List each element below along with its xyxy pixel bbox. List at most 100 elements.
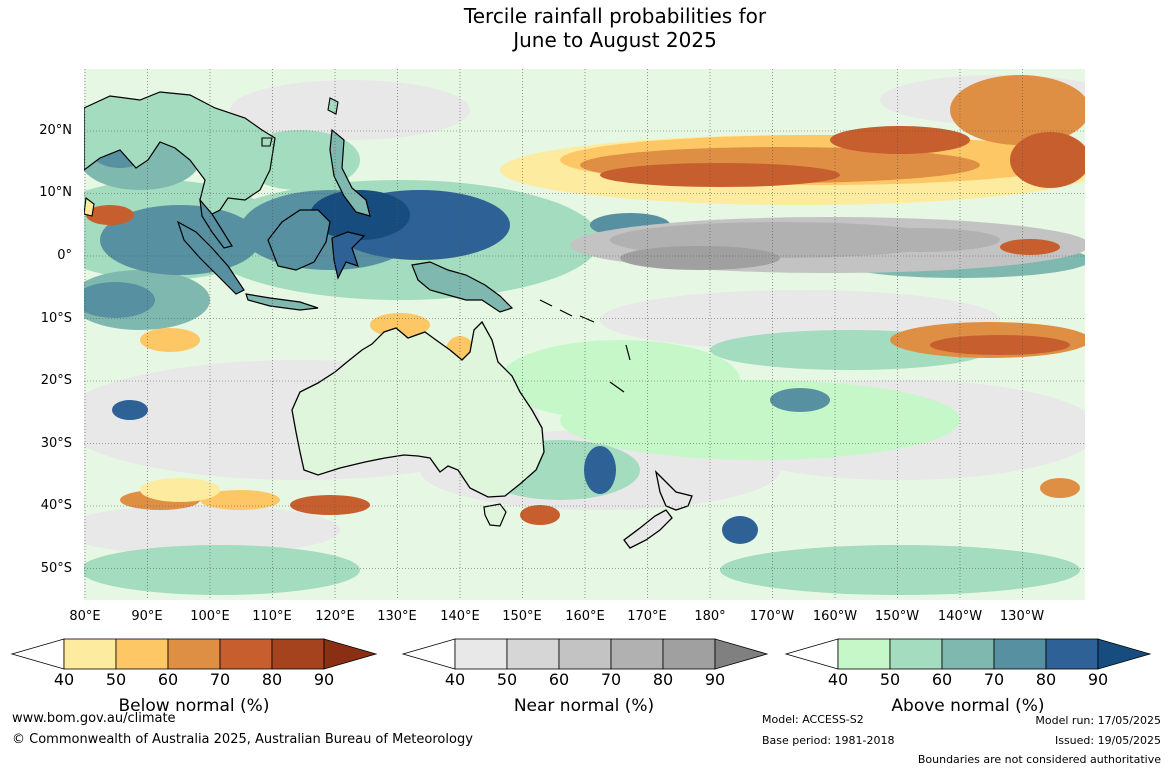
lat-label-30s: 30°S [40, 436, 72, 451]
above-tick-60: 60 [931, 670, 953, 689]
sumatra [176, 220, 245, 295]
vanuatu [625, 344, 631, 361]
sri-lanka [84, 196, 95, 217]
philippines [329, 128, 371, 217]
near-colorbar-color-step [662, 638, 716, 670]
lon-label-170e: 170°E [627, 609, 667, 624]
near-normal-area [230, 80, 470, 140]
map-field [84, 69, 1085, 600]
lon-label-110e: 110°E [252, 609, 292, 624]
below-normal-area [1010, 132, 1085, 188]
lon-label-90e: 90°E [131, 609, 163, 624]
above-normal-area [722, 516, 758, 544]
below-normal-title: Below normal (%) [118, 696, 270, 716]
lon-label-160w: 160°W [812, 609, 858, 624]
below-tick-90: 90 [313, 670, 335, 689]
below-normal-area [86, 205, 134, 225]
lon-label-140e: 140°E [440, 609, 480, 624]
below-normal-area [1040, 478, 1080, 498]
above-normal-area [770, 388, 830, 412]
below-tick-80: 80 [261, 670, 283, 689]
borneo [267, 209, 331, 271]
above-tick-90: 90 [1087, 670, 1109, 689]
below-tick-50: 50 [105, 670, 127, 689]
above-colorbar-high-arrow [1097, 638, 1152, 670]
lon-label-180: 180° [694, 609, 726, 624]
above-normal-area [584, 446, 616, 494]
lat-label-40s: 40°S [40, 498, 72, 513]
lon-label-80e: 80°E [69, 609, 101, 624]
above-colorbar-color-step [1045, 638, 1099, 670]
below-colorbar-high-arrow [323, 638, 378, 670]
model-run: Model run: 17/05/2025 [1035, 714, 1161, 727]
below-colorbar-low-arrow [10, 638, 65, 670]
above-colorbar-low-arrow [784, 638, 839, 670]
near-colorbar-color-step [558, 638, 612, 670]
copyright-text: © Commonwealth of Australia 2025, Austra… [12, 732, 473, 747]
lon-label-150w: 150°W [874, 609, 920, 624]
below-colorbar-color-step [271, 638, 325, 670]
hainan [261, 137, 273, 147]
lat-label-20s: 20°S [40, 373, 72, 388]
near-colorbar-color-step [610, 638, 664, 670]
below-normal-area [140, 328, 200, 352]
java [245, 293, 319, 311]
near-colorbar-high-arrow [714, 638, 769, 670]
near-tick-40: 40 [444, 670, 466, 689]
sulawesi [331, 231, 366, 280]
lat-label-50s: 50°S [40, 561, 72, 576]
below-normal-area [290, 495, 370, 515]
below-tick-70: 70 [209, 670, 231, 689]
near-tick-90: 90 [704, 670, 726, 689]
tasmania [483, 503, 507, 527]
near-colorbar-low-arrow [401, 638, 456, 670]
lon-label-100e: 100°E [190, 609, 230, 624]
lon-label-140w: 140°W [937, 609, 983, 624]
below-normal-area [600, 163, 840, 187]
below-tick-60: 60 [157, 670, 179, 689]
below-colorbar-color-step [63, 638, 117, 670]
above-normal-area [500, 340, 740, 420]
near-normal-area [84, 505, 340, 555]
above-tick-40: 40 [827, 670, 849, 689]
lat-label-equator: 0° [57, 248, 72, 263]
below-normal-area [930, 335, 1070, 355]
lon-label-120e: 120°E [315, 609, 355, 624]
lon-label-130e: 130°E [377, 609, 417, 624]
lat-label-20n: 20°N [39, 123, 72, 138]
lat-label-10s: 10°S [40, 311, 72, 326]
lon-label-170w: 170°W [749, 609, 795, 624]
above-normal-title: Above normal (%) [891, 696, 1045, 716]
base-period: Base period: 1981-2018 [762, 734, 895, 747]
below-normal-area [1000, 239, 1060, 255]
website-link[interactable]: www.bom.gov.au/climate [12, 711, 176, 726]
near-tick-80: 80 [652, 670, 674, 689]
above-normal-area [112, 400, 148, 420]
above-normal-area [310, 190, 410, 240]
colorbars [10, 638, 1152, 670]
above-normal-area [84, 545, 360, 595]
below-normal-area [830, 126, 970, 154]
southeast-asia-mainland [84, 91, 276, 217]
malay-peninsula [199, 198, 233, 249]
model-name: Model: ACCESS-S2 [762, 713, 864, 726]
above-colorbar-color-step [837, 638, 891, 670]
above-colorbar-color-step [993, 638, 1047, 670]
australia-landmass [291, 320, 545, 498]
above-colorbar-color-step [889, 638, 943, 670]
taiwan [327, 97, 339, 115]
near-tick-70: 70 [600, 670, 622, 689]
title-line-2: June to August 2025 [513, 28, 717, 52]
above-normal-area [720, 545, 1080, 595]
below-colorbar-color-step [115, 638, 169, 670]
boundary-disclaimer: Boundaries are not considered authoritat… [917, 753, 1161, 766]
graticule [84, 69, 1085, 600]
below-normal-area [140, 478, 220, 502]
near-colorbar-color-step [454, 638, 508, 670]
near-tick-60: 60 [548, 670, 570, 689]
above-tick-50: 50 [879, 670, 901, 689]
map-title: Tercile rainfall probabilities for June … [0, 4, 1173, 52]
above-normal-area [84, 282, 155, 318]
title-line-1: Tercile rainfall probabilities for [463, 4, 767, 28]
